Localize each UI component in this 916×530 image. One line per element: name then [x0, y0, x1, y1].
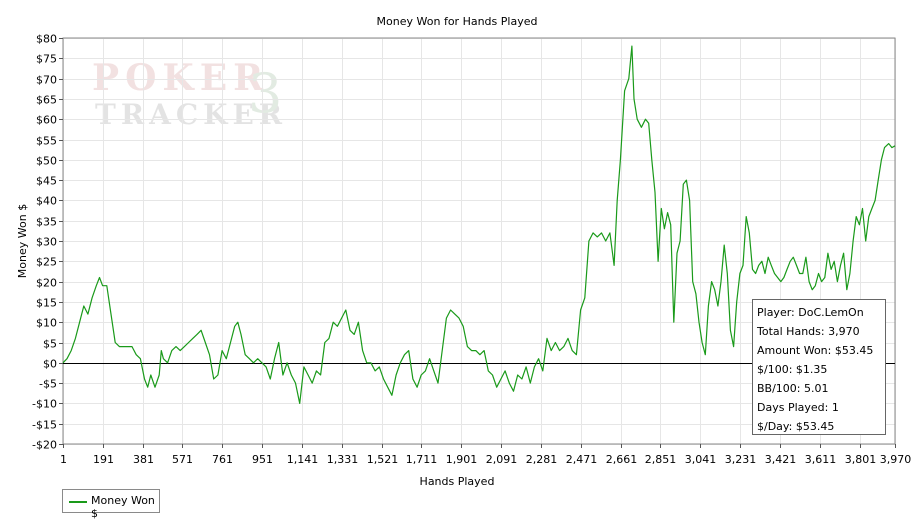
- y-tick-labels: -$20 -$15 -$10 -$5 $0 $5 $10 $15 $20 $25 $30 $35 $40…: [32, 33, 57, 452]
- player-summary-tooltip: Player: DoC.LemOn Total Hands: 3,970 Amo…: [752, 299, 886, 435]
- y-tick-label: $40: [36, 195, 57, 208]
- x-axis-label: Hands Played: [420, 475, 495, 488]
- y-tick-label: $10: [36, 317, 57, 330]
- x-tick-label: 3,231: [725, 453, 757, 466]
- x-tick-label: 1,331: [327, 453, 359, 466]
- y-tick-label: -$15: [32, 419, 57, 432]
- x-tick-label: 381: [133, 453, 154, 466]
- legend[interactable]: Money Won $: [62, 489, 160, 520]
- x-tick-label: 3,611: [805, 453, 837, 466]
- y-tick-label: $60: [36, 114, 57, 127]
- y-axis-label: Money Won $: [16, 204, 29, 278]
- x-tick-label: 951: [252, 453, 273, 466]
- tooltip-dollars-per-day: $/Day: $53.45: [757, 420, 835, 433]
- y-tick-label: $0: [43, 358, 57, 371]
- x-tick-label: 2,091: [486, 453, 518, 466]
- tooltip-player: Player: DoC.LemOn: [757, 306, 864, 319]
- tooltip-days-played: Days Played: 1: [757, 401, 839, 414]
- y-tick-label: $20: [36, 277, 57, 290]
- tooltip-bb-per-100: BB/100: 5.01: [757, 382, 829, 395]
- y-tick-label: $80: [36, 33, 57, 46]
- x-tick-label: 3,801: [845, 453, 877, 466]
- y-tick-label: $75: [36, 53, 57, 66]
- y-tick-label: $15: [36, 297, 57, 310]
- watermark-poker-text: POKER: [92, 57, 269, 99]
- x-tick-label: 3,970: [880, 453, 912, 466]
- x-tick-label: 2,661: [606, 453, 638, 466]
- y-tick-label: $25: [36, 256, 57, 269]
- watermark-badge-text: 3: [248, 62, 282, 125]
- poker-tracker-watermark: POKER TRACKER 3: [92, 57, 287, 131]
- legend-swatch-money-won: [69, 501, 87, 503]
- y-tick-label: $45: [36, 175, 57, 188]
- y-tick-label: $70: [36, 74, 57, 87]
- x-tick-label: 2,281: [526, 453, 558, 466]
- x-tick-label: 1: [60, 453, 67, 466]
- chart-title: Money Won for Hands Played: [377, 15, 538, 28]
- x-tick-label: 2,851: [645, 453, 677, 466]
- y-tick-label: -$20: [32, 439, 57, 452]
- y-tick-label: $65: [36, 94, 57, 107]
- x-tick-label: 761: [212, 453, 233, 466]
- series-lines: [62, 45, 896, 404]
- x-tick-label: 3,041: [685, 453, 717, 466]
- y-tick-label: -$5: [39, 378, 57, 391]
- x-tick-label: 1,711: [406, 453, 438, 466]
- x-tick-label: 1,141: [287, 453, 319, 466]
- x-tick-labels: 1 191 381 571 761 951 1,141 1,331 1,521 1,711 1,90…: [60, 453, 911, 466]
- series-line-money-won: [62, 45, 896, 404]
- x-tick-label: 1,521: [367, 453, 399, 466]
- y-tick-label: $35: [36, 216, 57, 229]
- y-tick-label: $55: [36, 135, 57, 148]
- watermark-tracker-text: TRACKER: [95, 98, 287, 131]
- x-tick-label: 2,471: [566, 453, 598, 466]
- x-tick-label: 571: [172, 453, 193, 466]
- y-tick-label: $50: [36, 155, 57, 168]
- tooltip-amount-won: Amount Won: $53.45: [757, 344, 874, 357]
- x-tick-label: 3,421: [765, 453, 797, 466]
- tooltip-total-hands: Total Hands: 3,970: [757, 325, 860, 338]
- legend-label-money-won: Money Won $: [91, 494, 155, 520]
- x-tick-label: 1,901: [446, 453, 478, 466]
- x-tick-label: 191: [93, 453, 114, 466]
- y-tick-label: $30: [36, 236, 57, 249]
- y-tick-label: -$10: [32, 398, 57, 411]
- y-tick-label: $5: [43, 338, 57, 351]
- tooltip-dollars-per-100: $/100: $1.35: [757, 363, 828, 376]
